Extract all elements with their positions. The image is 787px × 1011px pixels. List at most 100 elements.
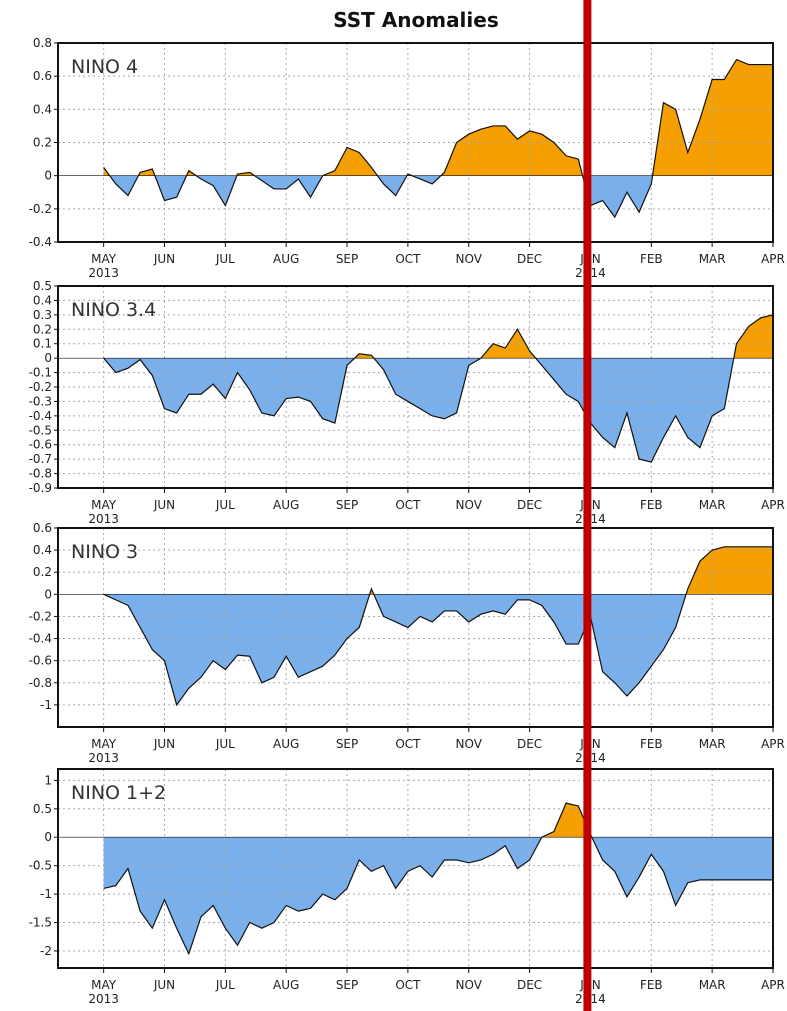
panel-4: -2 -1.5 -1 -0.5 0 0.5 1 MAY JUN JUL AUG SEP OCT NOV DE… bbox=[29, 768, 785, 1006]
year-label: 2013 bbox=[88, 751, 119, 765]
y-tick-label: -0.4 bbox=[29, 235, 52, 249]
panel-frame bbox=[57, 768, 774, 969]
y-tick-label: 0.4 bbox=[33, 293, 52, 307]
x-tick-label: MAR bbox=[699, 252, 726, 266]
y-tick-label: -1 bbox=[40, 887, 52, 901]
plot-area bbox=[58, 528, 773, 727]
y-tick-label: -0.1 bbox=[29, 366, 52, 380]
y-tick-label: -0.2 bbox=[29, 202, 52, 216]
x-tick-label: NOV bbox=[456, 252, 483, 266]
y-tick-label: 0.2 bbox=[33, 322, 52, 336]
positive-anomaly-area bbox=[541, 803, 592, 838]
x-tick-label: OCT bbox=[395, 498, 421, 512]
y-tick-label: 0.5 bbox=[33, 802, 52, 816]
plot-area bbox=[58, 769, 773, 968]
y-tick-label: -0.6 bbox=[29, 654, 52, 668]
x-tick-label: SEP bbox=[336, 978, 358, 992]
y-tick-label: 0.2 bbox=[33, 565, 52, 579]
y-tick-label: -0.3 bbox=[29, 394, 52, 408]
x-tick-label: NOV bbox=[456, 737, 483, 751]
y-tick-label: 0.4 bbox=[33, 543, 52, 557]
series-line bbox=[103, 58, 773, 219]
y-tick-label: -0.2 bbox=[29, 609, 52, 623]
x-tick-label: APR bbox=[761, 498, 785, 512]
x-tick-label: JUN bbox=[153, 498, 175, 512]
y-tick-label: 0 bbox=[44, 587, 52, 601]
x-tick-label: MAR bbox=[699, 498, 726, 512]
y-tick-label: 0.2 bbox=[33, 136, 52, 150]
series-line bbox=[103, 314, 773, 463]
negative-anomaly-area bbox=[103, 837, 773, 954]
y-tick-label: 0.4 bbox=[33, 102, 52, 116]
x-tick-label: MAY bbox=[91, 737, 117, 751]
panel-name: NINO 3.4 bbox=[71, 299, 156, 321]
panel-frame bbox=[57, 527, 774, 728]
y-tick-label: -2 bbox=[40, 944, 52, 958]
x-tick-label: FEB bbox=[640, 498, 663, 512]
negative-anomaly-area bbox=[103, 175, 773, 218]
x-tick-label: AUG bbox=[273, 252, 299, 266]
plot-area bbox=[58, 286, 773, 488]
x-tick-label: MAR bbox=[699, 978, 726, 992]
negative-anomaly-area bbox=[103, 358, 773, 463]
x-tick-label: OCT bbox=[395, 252, 421, 266]
x-tick-label: SEP bbox=[336, 737, 358, 751]
x-tick-label: JUN bbox=[153, 978, 175, 992]
y-tick-label: -0.4 bbox=[29, 632, 52, 646]
x-tick-label: APR bbox=[761, 978, 785, 992]
x-tick-label: MAY bbox=[91, 498, 117, 512]
chart-title: SST Anomalies bbox=[333, 8, 499, 32]
y-tick-label: -0.5 bbox=[29, 859, 52, 873]
x-tick-label: DEC bbox=[517, 252, 542, 266]
x-tick-label: DEC bbox=[517, 978, 542, 992]
x-tick-label: FEB bbox=[640, 978, 663, 992]
x-tick-label: JUN bbox=[153, 737, 175, 751]
panel-1: -0.4 -0.2 0 0.2 0.4 0.6 0.8 MAY JUN JUL AUG SEP OCT N… bbox=[29, 36, 785, 280]
y-tick-label: 0.8 bbox=[33, 36, 52, 50]
series-line bbox=[103, 802, 773, 956]
x-tick-label: NOV bbox=[456, 978, 483, 992]
y-tick-label: -0.6 bbox=[29, 438, 52, 452]
x-tick-label: APR bbox=[761, 737, 785, 751]
y-tick-label: -1.5 bbox=[29, 916, 52, 930]
panel-2: -0.9-0.8-0.7-0.6-0.5-0.4-0.3-0.2-0.100.1… bbox=[29, 279, 785, 526]
x-tick-label: SEP bbox=[336, 498, 358, 512]
year-label: 2013 bbox=[88, 992, 119, 1006]
panel-name: NINO 3 bbox=[71, 541, 138, 563]
y-tick-label: 0.3 bbox=[33, 308, 52, 322]
year-label: 2013 bbox=[88, 266, 119, 280]
x-tick-label: NOV bbox=[456, 498, 483, 512]
panel-name: NINO 1+2 bbox=[71, 782, 166, 804]
plot-area bbox=[58, 43, 773, 242]
x-tick-label: DEC bbox=[517, 737, 542, 751]
x-tick-label: MAY bbox=[91, 252, 117, 266]
x-tick-label: APR bbox=[761, 252, 785, 266]
x-tick-label: DEC bbox=[517, 498, 542, 512]
y-tick-label: 0 bbox=[44, 351, 52, 365]
x-tick-label: FEB bbox=[640, 252, 663, 266]
y-tick-label: 0 bbox=[44, 169, 52, 183]
y-tick-label: 0.1 bbox=[33, 337, 52, 351]
x-tick-label: SEP bbox=[336, 252, 358, 266]
y-tick-label: -0.8 bbox=[29, 676, 52, 690]
x-tick-label: OCT bbox=[395, 978, 421, 992]
y-tick-label: -0.7 bbox=[29, 452, 52, 466]
series-line bbox=[103, 546, 773, 707]
negative-anomaly-area bbox=[103, 594, 687, 705]
x-tick-label: JUN bbox=[153, 252, 175, 266]
year-label: 2013 bbox=[88, 512, 119, 526]
y-tick-label: -0.8 bbox=[29, 467, 52, 481]
x-tick-label: JUL bbox=[215, 252, 235, 266]
panel-3: -1 -0.8 -0.6 -0.4 -0.2 0 0.2 0.4 0.6 MAY JUN JUL AUG… bbox=[29, 521, 785, 765]
panel-name: NINO 4 bbox=[71, 56, 138, 78]
x-tick-label: JUL bbox=[215, 978, 235, 992]
y-tick-label: -0.9 bbox=[29, 481, 52, 495]
y-tick-label: -0.4 bbox=[29, 409, 52, 423]
x-tick-label: JUL bbox=[215, 498, 235, 512]
y-tick-label: 0.6 bbox=[33, 69, 52, 83]
x-tick-label: JUL bbox=[215, 737, 235, 751]
positive-anomaly-area bbox=[103, 59, 773, 176]
y-tick-label: 1 bbox=[44, 773, 52, 787]
y-tick-label: 0 bbox=[44, 830, 52, 844]
